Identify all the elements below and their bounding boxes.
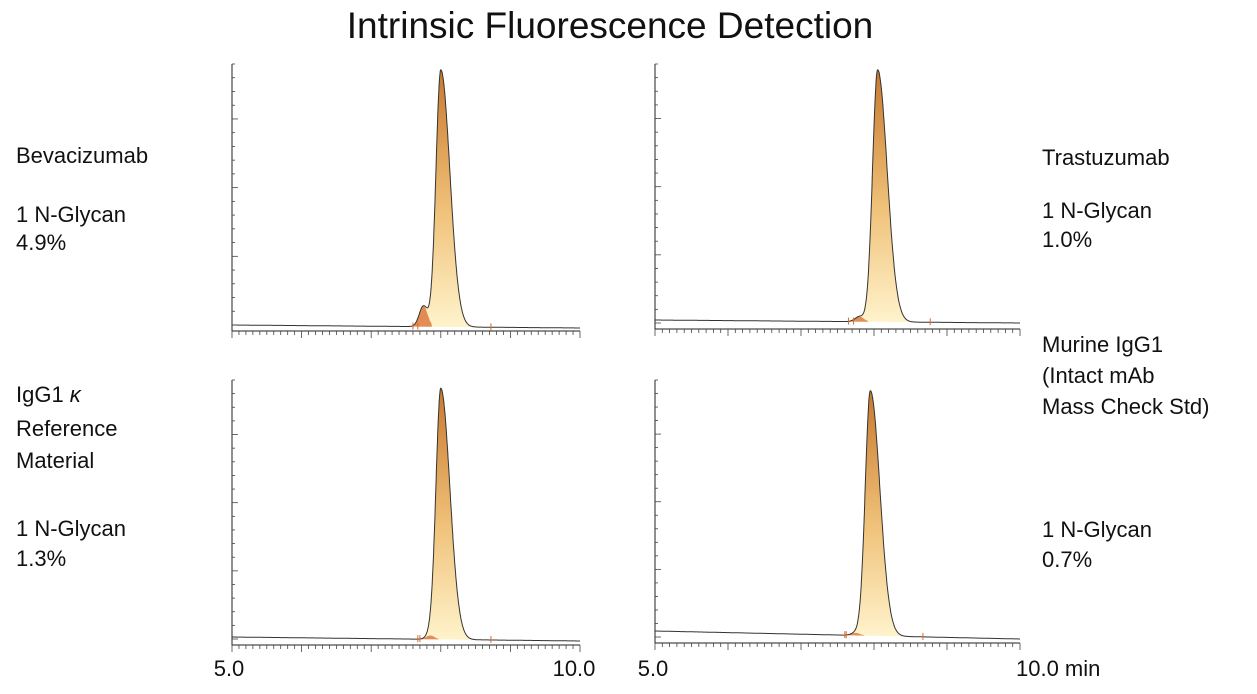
bevacizumab-glycan-label: 1 N-Glycan bbox=[16, 202, 127, 227]
igg1-trace-line bbox=[232, 387, 580, 642]
bevacizumab-panel bbox=[231, 63, 581, 338]
murine-glycan-peak bbox=[844, 632, 865, 636]
igg1-main-peak-fill bbox=[416, 388, 493, 640]
igg1-glycan-label: 1 N-Glycan bbox=[16, 516, 127, 541]
igg1-glycan-percent: 1.3% bbox=[16, 546, 67, 571]
x-tick-right-start: 5.0 bbox=[638, 656, 669, 681]
igg1-name-line1: IgG1 κ bbox=[16, 380, 81, 409]
bevacizumab-trace-line bbox=[232, 69, 580, 329]
bevacizumab-main-peak-fill bbox=[416, 69, 493, 328]
trastuzumab-name: Trastuzumab bbox=[1042, 145, 1170, 170]
kappa-symbol: κ bbox=[69, 382, 81, 407]
x-tick-left-end: 10.0 bbox=[553, 656, 596, 681]
trastuzumab-panel bbox=[654, 63, 1021, 336]
bevacizumab-glycan-peak bbox=[413, 306, 432, 327]
murine-trace-line bbox=[655, 390, 1020, 640]
bevacizumab-name: Bevacizumab bbox=[16, 143, 149, 168]
trastuzumab-glycan-label: 1 N-Glycan bbox=[1042, 198, 1153, 223]
murine-name-line1: Murine IgG1 bbox=[1042, 332, 1164, 357]
murine-panel bbox=[654, 379, 1021, 650]
igg1-glycan-peak bbox=[419, 635, 439, 640]
figure-title: Intrinsic Fluorescence Detection bbox=[346, 5, 874, 46]
murine-main-peak-fill bbox=[844, 390, 926, 637]
x-tick-right-end: 10.0 min bbox=[1016, 656, 1100, 681]
trastuzumab-main-peak-fill bbox=[852, 69, 933, 323]
murine-glycan-percent: 0.7% bbox=[1042, 547, 1093, 572]
bevacizumab-glycan-percent: 4.9% bbox=[16, 230, 67, 255]
igg1-name-text: IgG1 bbox=[16, 382, 64, 407]
murine-glycan-label: 1 N-Glycan bbox=[1042, 517, 1153, 542]
murine-name-line2: (Intact mAb bbox=[1042, 363, 1155, 388]
trastuzumab-glycan-percent: 1.0% bbox=[1042, 227, 1093, 252]
igg1-name-line3: Material bbox=[16, 448, 95, 473]
x-tick-left-start: 5.0 bbox=[214, 656, 245, 681]
trastuzumab-trace-line bbox=[655, 69, 1020, 324]
igg1-name-line2: Reference bbox=[16, 416, 118, 441]
igg1-panel bbox=[231, 379, 581, 652]
murine-name-line3: Mass Check Std) bbox=[1042, 394, 1210, 419]
